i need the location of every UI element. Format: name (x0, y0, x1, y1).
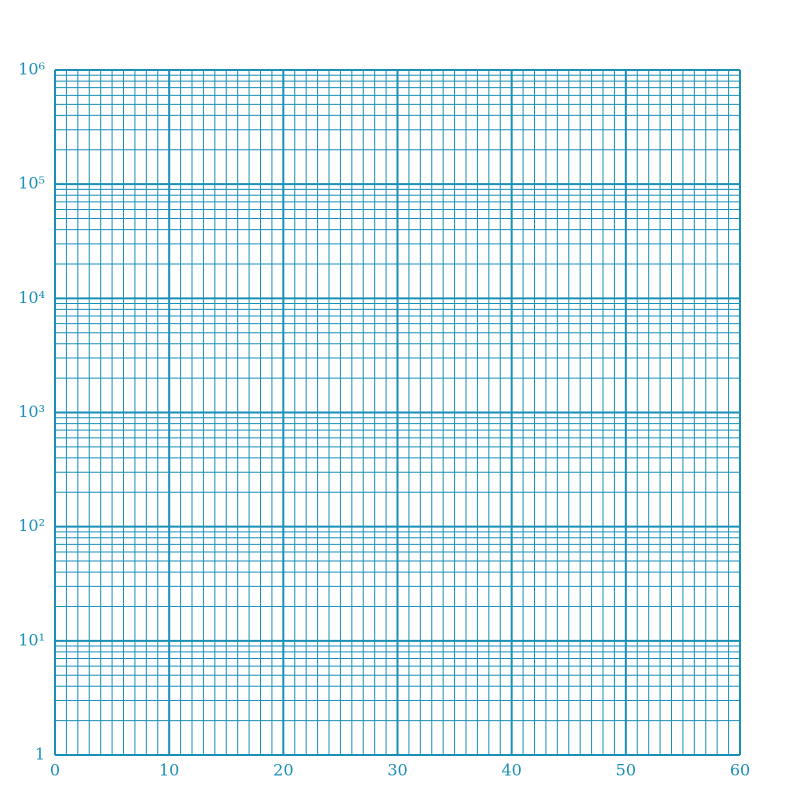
x-tick-label: 60 (730, 761, 750, 780)
y-tick-label: 10⁵ (18, 174, 45, 193)
y-tick-label: 10³ (18, 402, 45, 421)
x-tick-label: 50 (616, 761, 636, 780)
y-tick-label: 1 (35, 745, 45, 764)
y-tick-label: 10⁶ (18, 60, 45, 79)
y-tick-label: 10² (18, 516, 45, 535)
x-tick-label: 0 (50, 761, 60, 780)
x-tick-label: 30 (387, 761, 407, 780)
x-tick-label: 10 (159, 761, 179, 780)
x-tick-label: 40 (501, 761, 521, 780)
x-tick-label: 20 (273, 761, 293, 780)
y-tick-label: 10¹ (18, 630, 45, 649)
y-tick-label: 10⁴ (18, 288, 45, 307)
